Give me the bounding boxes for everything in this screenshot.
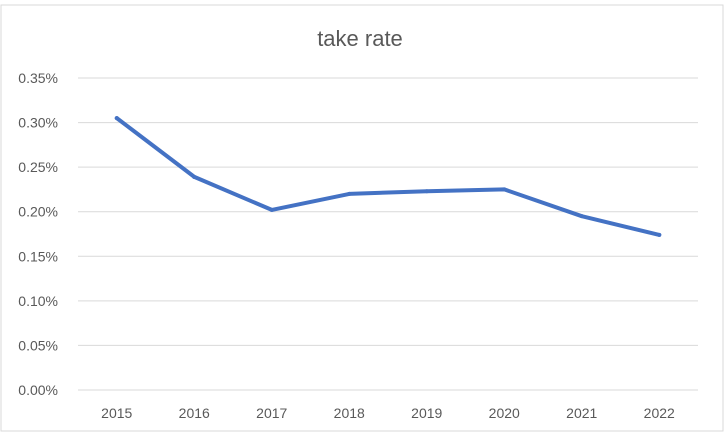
x-tick-label: 2016 <box>179 405 210 421</box>
x-tick-label: 2022 <box>644 405 675 421</box>
y-tick-label: 0.20% <box>18 204 58 220</box>
y-tick-label: 0.10% <box>18 293 58 309</box>
x-tick-label: 2019 <box>411 405 442 421</box>
x-tick-label: 2017 <box>256 405 287 421</box>
y-tick-label: 0.30% <box>18 115 58 131</box>
x-axis-tick-labels: 2015 2016 2017 2018 2019 2020 2021 2022 <box>101 405 675 421</box>
y-tick-label: 0.35% <box>18 70 58 86</box>
y-axis-tick-labels: 0.00% 0.05% 0.10% 0.15% 0.20% 0.25% 0.30% 0.35% <box>18 70 58 398</box>
chart-area-border <box>0 4 724 432</box>
data-point <box>424 189 429 194</box>
series-layer <box>114 116 662 237</box>
data-point <box>114 116 119 121</box>
x-tick-label: 2021 <box>566 405 597 421</box>
y-tick-label: 0.00% <box>18 382 58 398</box>
data-point <box>347 191 352 196</box>
y-tick-label: 0.25% <box>18 159 58 175</box>
y-tick-label: 0.05% <box>18 337 58 353</box>
series-line <box>114 116 662 237</box>
y-tick-label: 0.15% <box>18 248 58 264</box>
data-point <box>192 174 197 179</box>
x-tick-label: 2015 <box>101 405 132 421</box>
data-point <box>657 232 662 237</box>
data-point <box>269 207 274 212</box>
x-tick-label: 2020 <box>489 405 520 421</box>
chart-title: take rate <box>317 26 403 51</box>
data-point <box>502 187 507 192</box>
x-tick-label: 2018 <box>334 405 365 421</box>
data-point <box>579 214 584 219</box>
